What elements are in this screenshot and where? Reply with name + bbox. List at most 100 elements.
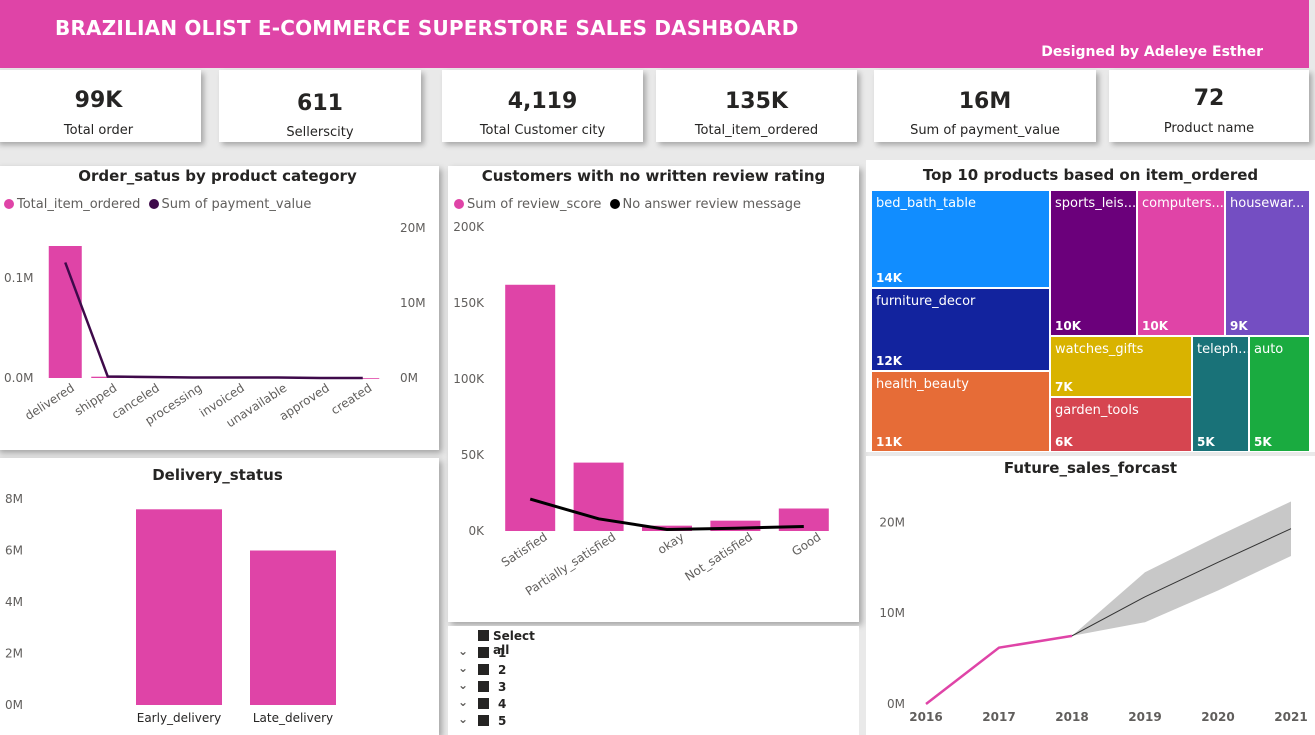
treemap-cell[interactable]: teleph... 5K	[1192, 336, 1249, 452]
delivery-status-chart[interactable]: 0M 2M 4M 6M 8M Early_delivery Late_delivery	[0, 458, 439, 735]
kpi-value: 135K	[725, 89, 788, 114]
checkbox-icon[interactable]	[478, 630, 489, 641]
actual-line	[925, 634, 1073, 705]
bar	[710, 520, 761, 531]
checkbox-icon[interactable]	[478, 698, 489, 709]
x-tick-label: 2018	[1055, 710, 1088, 724]
kpi-card-payment-value[interactable]: 16M Sum of payment_value	[874, 70, 1096, 142]
chevron-down-icon[interactable]: ⌄	[458, 678, 469, 692]
kpi-value: 72	[1193, 86, 1225, 111]
checkbox-icon[interactable]	[478, 715, 489, 726]
treemap-cell[interactable]: sports_leis... 10K	[1050, 190, 1137, 336]
y2-tick-label: 0M	[400, 371, 418, 385]
checkbox-icon[interactable]	[478, 647, 489, 658]
bar	[250, 550, 336, 705]
treemap-value: 12K	[876, 354, 902, 368]
treemap-label: bed_bath_table	[876, 196, 976, 211]
treemap-value: 14K	[876, 271, 902, 285]
dashboard-title: BRAZILIAN OLIST E-COMMERCE SUPERSTORE SA…	[55, 16, 799, 40]
legend-item[interactable]: No answer review message	[609, 197, 801, 212]
chevron-down-icon[interactable]: ⌄	[458, 712, 469, 726]
top-products-card[interactable]: Top 10 products based on item_ordered be…	[866, 160, 1315, 452]
chevron-down-icon[interactable]: ⌄	[458, 644, 469, 658]
order-status-card[interactable]: Order_satus by product category Total_it…	[0, 166, 439, 450]
kpi-value: 611	[297, 91, 343, 116]
treemap-cell[interactable]: garden_tools 6K	[1050, 397, 1192, 452]
treemap-label: sports_leis...	[1055, 196, 1137, 211]
top-products-treemap[interactable]: bed_bath_table 14K furniture_decor 12K healt…	[866, 160, 1315, 452]
sales-forecast-chart[interactable]: 0M 10M 20M 2016 2017 2018 2019 2020 2021	[866, 456, 1315, 735]
bar	[505, 284, 556, 531]
treemap-cell[interactable]: auto 5K	[1249, 336, 1310, 452]
chart-title: Delivery_status	[152, 466, 283, 484]
kpi-card-product-name[interactable]: 72 Product name	[1109, 70, 1309, 142]
y-tick-label: 6M	[5, 544, 23, 558]
chart-legend: Sum of review_score No answer review mes…	[454, 197, 805, 212]
treemap-value: 5K	[1197, 435, 1215, 449]
kpi-value: 99K	[74, 88, 123, 113]
legend-label: Sum of review_score	[467, 197, 602, 212]
checkbox-icon[interactable]	[478, 681, 489, 692]
y-tick-label: 0.0M	[4, 371, 33, 385]
chart-title: Top 10 products based on item_ordered	[922, 166, 1259, 184]
y-tick-label: 0.1M	[4, 271, 33, 285]
treemap-cell[interactable]: health_beauty 11K	[871, 371, 1050, 452]
x-tick-label: Satisfied	[499, 530, 550, 570]
treemap-cell[interactable]: bed_bath_table 14K	[871, 190, 1050, 288]
kpi-card-sellers-city[interactable]: 611 Sellerscity	[219, 70, 421, 142]
y-tick-label: 0K	[468, 524, 485, 538]
legend-label: Total_item_ordered	[17, 197, 141, 212]
score-slicer[interactable]: Select all ⌄ 1 ⌄ 2 ⌄ 3 ⌄ 4 ⌄ 5	[448, 626, 859, 735]
chart-legend: Total_item_ordered Sum of payment_value	[4, 197, 315, 212]
kpi-label: Product name	[1163, 121, 1255, 136]
legend-item[interactable]: Sum of review_score	[454, 197, 601, 212]
y2-tick-label: 20M	[400, 221, 426, 235]
y-tick-label: 0M	[5, 698, 23, 712]
kpi-label: Sellerscity	[286, 125, 354, 140]
legend-dot-icon	[609, 199, 620, 209]
review-rating-chart[interactable]: 0K50K100K150K200KSatisfiedPartially_sati…	[448, 166, 859, 622]
chart-title: Future_sales_forcast	[1003, 459, 1178, 477]
legend-item[interactable]: Total_item_ordered	[4, 197, 140, 212]
checkbox-icon[interactable]	[478, 664, 489, 675]
y-tick-label: 2M	[5, 647, 23, 661]
treemap-cell[interactable]: housewar... 9K	[1225, 190, 1310, 336]
treemap-cell[interactable]: computers... 10K	[1137, 190, 1225, 336]
order-status-chart[interactable]: 0.0M0.1M0M10M20Mdeliveredshippedcanceled…	[0, 166, 439, 450]
legend-dot-icon	[454, 199, 464, 209]
legend-dot-icon	[4, 199, 14, 209]
legend-item[interactable]: Sum of payment_value	[148, 197, 311, 212]
treemap-value: 10K	[1142, 319, 1168, 333]
x-tick-label: Late_delivery	[253, 711, 333, 725]
review-rating-card[interactable]: Customers with no written review rating …	[448, 166, 859, 622]
x-tick-label: 2017	[982, 710, 1015, 724]
slicer-label: 2	[498, 663, 507, 677]
treemap-cell[interactable]: furniture_decor 12K	[871, 288, 1050, 371]
legend-dot-icon	[148, 199, 159, 209]
sales-forecast-card[interactable]: Future_sales_forcast 0M 10M 20M 2016 2017 201…	[866, 456, 1315, 735]
slicer-label: Select all	[493, 629, 535, 657]
treemap-label: computers...	[1142, 196, 1224, 211]
y-tick-label: 100K	[453, 372, 485, 386]
treemap-value: 5K	[1254, 435, 1272, 449]
designer-credit: Designed by Adeleye Esther	[1041, 44, 1263, 60]
x-tick-label: 2020	[1201, 710, 1234, 724]
treemap-label: auto	[1254, 342, 1284, 357]
y-tick-label: 150K	[453, 296, 485, 310]
treemap-value: 10K	[1055, 319, 1081, 333]
delivery-status-card[interactable]: Delivery_status 0M 2M 4M 6M 8M Early_delivery…	[0, 458, 439, 735]
kpi-card-items-ordered[interactable]: 135K Total_item_ordered	[656, 70, 857, 142]
bar	[136, 509, 222, 705]
kpi-card-customer-city[interactable]: 4,119 Total Customer city	[442, 70, 643, 142]
chevron-down-icon[interactable]: ⌄	[458, 695, 469, 709]
treemap-label: health_beauty	[876, 377, 969, 392]
chart-title: Order_satus by product category	[78, 167, 357, 185]
treemap-cell[interactable]: watches_gifts 7K	[1050, 336, 1192, 397]
slicer-label: 3	[498, 680, 507, 694]
x-tick-label: Not_satisfied	[682, 530, 755, 584]
x-tick-label: delivered	[22, 381, 76, 423]
treemap-value: 11K	[876, 435, 902, 449]
chevron-down-icon[interactable]: ⌄	[458, 661, 469, 675]
treemap-value: 9K	[1230, 319, 1248, 333]
kpi-card-total-order[interactable]: 99K Total order	[0, 70, 201, 142]
